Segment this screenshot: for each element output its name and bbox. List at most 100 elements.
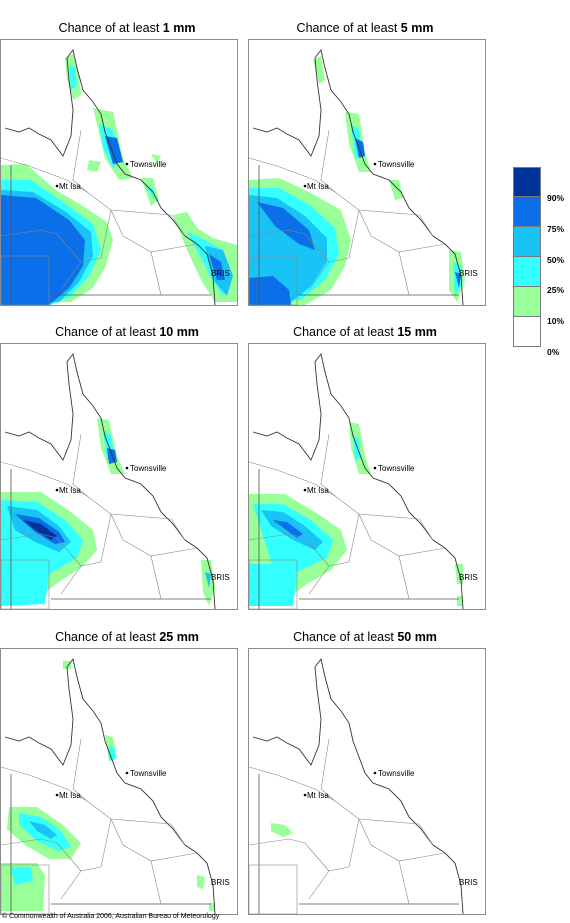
brisbane-label: BRIS bbox=[211, 878, 230, 887]
legend-swatch-90-100 bbox=[513, 167, 541, 197]
rainfall-shading bbox=[87, 160, 101, 172]
legend-swatch-50-75 bbox=[513, 227, 541, 257]
map-svg-5mm: Mt Isa Townsville BRIS bbox=[249, 48, 478, 305]
rainfall-shading bbox=[205, 572, 211, 588]
district-boundary bbox=[358, 818, 446, 862]
rainfall-shading bbox=[249, 564, 297, 606]
map-svg-15mm: Mt Isa Townsville BRIS bbox=[249, 352, 478, 609]
coastline bbox=[4, 657, 216, 914]
district-boundary bbox=[110, 513, 198, 557]
rainfall-shading bbox=[271, 823, 293, 837]
townsville-marker bbox=[125, 771, 129, 775]
district-boundary bbox=[249, 533, 330, 567]
district-boundary bbox=[170, 823, 186, 846]
rainfall-shading bbox=[107, 448, 117, 464]
district-boundary bbox=[110, 818, 198, 862]
legend-swatch-75-90 bbox=[513, 197, 541, 227]
rainfall-shading bbox=[349, 422, 371, 474]
district-boundary bbox=[150, 860, 162, 905]
coastline bbox=[252, 352, 464, 609]
townsville-label: Townsville bbox=[378, 160, 415, 169]
townsville-marker bbox=[373, 466, 377, 470]
district-boundary bbox=[398, 860, 410, 905]
map-10mm: Mt Isa Townsville BRIS bbox=[0, 343, 238, 610]
rainfall-shading bbox=[273, 520, 303, 538]
district-boundary bbox=[60, 513, 112, 595]
district-boundary bbox=[150, 555, 162, 600]
district-boundary bbox=[72, 738, 88, 802]
rainfall-shading bbox=[1, 863, 45, 911]
district-boundary bbox=[320, 738, 336, 802]
coastline bbox=[4, 352, 216, 609]
rainfall-shading bbox=[389, 180, 403, 200]
rainfall-shading bbox=[197, 875, 205, 889]
townsville-label: Townsville bbox=[130, 769, 167, 778]
district-boundary bbox=[110, 209, 198, 253]
legend-swatch-25-50 bbox=[513, 257, 541, 287]
rainfall-shading bbox=[109, 745, 115, 761]
townsville-marker bbox=[373, 771, 377, 775]
district-boundary bbox=[60, 209, 112, 291]
townsville-label: Townsville bbox=[378, 464, 415, 473]
rainfall-shading bbox=[257, 202, 315, 250]
district-boundary bbox=[418, 823, 434, 846]
rainfall-shading bbox=[455, 272, 461, 288]
district-boundary bbox=[320, 433, 336, 497]
legend-label-75: 75% bbox=[547, 224, 565, 234]
legend-label-10: 10% bbox=[547, 316, 565, 326]
map-5mm: Mt Isa Townsville BRIS bbox=[248, 39, 486, 306]
district-boundary bbox=[398, 555, 410, 600]
district-boundary bbox=[320, 129, 336, 193]
district-boundary bbox=[398, 251, 410, 296]
district-boundary bbox=[72, 433, 88, 497]
district-boundary bbox=[249, 461, 420, 520]
copyright-notice: © Commonwealth of Australia 2006, Austra… bbox=[2, 913, 220, 920]
rainfall-shading bbox=[63, 661, 71, 669]
townsville-marker bbox=[125, 162, 129, 166]
map-25mm: Mt Isa Townsville BRIS bbox=[0, 648, 238, 915]
map-1mm: Mt Isa Townsville BRIS bbox=[0, 39, 238, 306]
mt-isa-marker bbox=[303, 793, 307, 797]
legend-label-25: 25% bbox=[547, 285, 565, 295]
legend-label-90: 90% bbox=[547, 193, 565, 203]
rainfall-shading bbox=[209, 903, 215, 911]
townsville-label: Townsville bbox=[378, 769, 415, 778]
district-boundary bbox=[418, 214, 434, 237]
mt-isa-label: Mt Isa bbox=[307, 486, 329, 495]
district-boundary bbox=[170, 214, 186, 237]
brisbane-label: BRIS bbox=[211, 269, 230, 278]
map-svg-25mm: Mt Isa Townsville BRIS bbox=[1, 657, 230, 914]
district-boundary bbox=[308, 209, 360, 291]
district-boundary bbox=[358, 209, 446, 253]
inset-box bbox=[1, 255, 50, 305]
brisbane-label: BRIS bbox=[459, 878, 478, 887]
district-boundary bbox=[418, 518, 434, 541]
rainfall-shading bbox=[313, 56, 325, 84]
panel-title-10mm: Chance of at least 10 mm bbox=[55, 325, 199, 339]
map-svg-50mm: Mt Isa Townsville BRIS bbox=[249, 657, 478, 914]
legend-swatch-10-25 bbox=[513, 287, 541, 317]
brisbane-label: BRIS bbox=[459, 573, 478, 582]
panel-title-1mm: Chance of at least 1 mm bbox=[58, 21, 196, 35]
district-boundary bbox=[308, 513, 360, 595]
rainfall-shading bbox=[457, 596, 463, 606]
rainfall-shading bbox=[11, 867, 33, 885]
probability-legend: 90% 75% 50% 25% 10% 0% bbox=[513, 167, 564, 357]
townsville-label: Townsville bbox=[130, 160, 167, 169]
map-svg-1mm: Mt Isa Townsville BRIS bbox=[1, 48, 237, 305]
panel-title-25mm: Chance of at least 25 mm bbox=[55, 630, 199, 644]
rainfall-shading bbox=[69, 64, 77, 90]
inset-box bbox=[249, 559, 298, 609]
coastline bbox=[4, 48, 216, 305]
inset-box bbox=[249, 255, 298, 305]
rainfall-shading bbox=[145, 186, 155, 200]
mt-isa-marker bbox=[55, 793, 59, 797]
inset-box bbox=[1, 864, 50, 914]
district-boundary bbox=[249, 838, 330, 872]
mt-isa-label: Mt Isa bbox=[307, 791, 329, 800]
mt-isa-marker bbox=[303, 184, 307, 188]
rainfall-shading bbox=[1, 195, 85, 305]
rainfall-shading bbox=[23, 520, 57, 540]
coastline bbox=[252, 657, 464, 914]
district-boundary bbox=[1, 461, 172, 520]
